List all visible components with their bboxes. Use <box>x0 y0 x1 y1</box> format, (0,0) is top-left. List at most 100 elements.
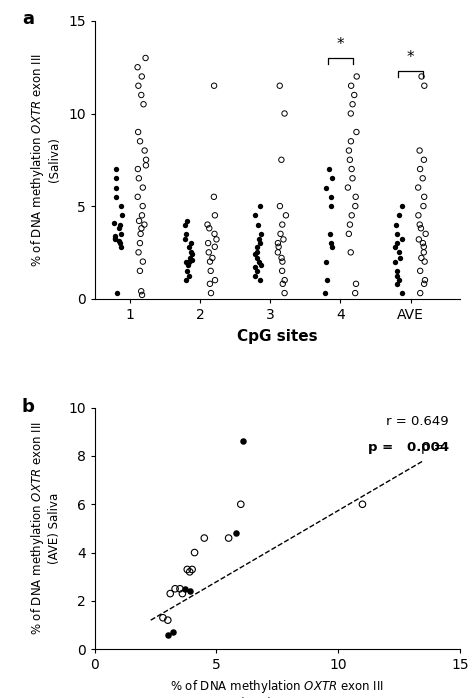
Point <box>255 219 262 230</box>
Point <box>137 89 145 101</box>
Point <box>326 228 333 239</box>
Point <box>205 223 213 234</box>
Point <box>256 200 264 211</box>
Point <box>134 126 142 138</box>
Point <box>188 248 195 260</box>
Point <box>279 219 286 230</box>
Point <box>112 172 119 184</box>
Point <box>325 163 333 174</box>
Point <box>135 215 143 226</box>
Point <box>277 228 284 239</box>
Point <box>181 234 189 245</box>
Text: b: b <box>22 398 35 416</box>
Point <box>419 172 427 184</box>
Point <box>111 232 119 243</box>
X-axis label: CpG sites: CpG sites <box>237 329 318 343</box>
Point <box>188 564 196 575</box>
Point <box>349 172 356 184</box>
X-axis label: % of DNA methylation $OXTR$ exon III
(AVE) PBMCs: % of DNA methylation $OXTR$ exon III (AV… <box>170 678 384 698</box>
Point <box>186 586 193 597</box>
Point <box>184 260 192 271</box>
Point <box>182 228 190 239</box>
Point <box>141 145 148 156</box>
Point <box>421 256 428 267</box>
Point <box>134 191 141 202</box>
Point <box>239 436 247 447</box>
Y-axis label: % of DNA methylation $OXTR$ exon III
(Saliva): % of DNA methylation $OXTR$ exon III (Sa… <box>29 53 61 267</box>
Point <box>111 230 118 242</box>
Point <box>136 237 144 248</box>
Point <box>115 236 122 247</box>
Text: p =  0.004: p = 0.004 <box>368 441 449 454</box>
Point <box>416 265 424 276</box>
Point <box>111 234 119 245</box>
Point <box>176 584 184 595</box>
Point <box>415 209 422 221</box>
Point <box>186 252 194 263</box>
Point <box>135 172 143 184</box>
Point <box>206 256 214 267</box>
Text: a: a <box>22 10 34 28</box>
Point <box>257 260 265 271</box>
Point <box>278 154 285 165</box>
Point <box>213 234 220 245</box>
Point <box>323 274 331 285</box>
Point <box>183 215 191 226</box>
Point <box>211 228 219 239</box>
Point <box>188 237 195 248</box>
Point <box>138 71 146 82</box>
Point <box>210 80 218 91</box>
Point <box>182 274 190 285</box>
Point <box>392 256 399 267</box>
Point <box>347 108 355 119</box>
Point <box>205 247 212 258</box>
Point <box>117 200 124 211</box>
Point <box>182 256 190 267</box>
Point <box>169 627 176 638</box>
Point <box>395 274 402 285</box>
Point <box>159 612 167 623</box>
Point <box>142 154 150 165</box>
Point <box>135 247 142 258</box>
Point <box>201 533 208 544</box>
Text: *: * <box>337 38 344 52</box>
Point <box>181 584 189 595</box>
Point <box>279 279 287 290</box>
Point <box>419 200 427 211</box>
Point <box>346 154 354 165</box>
Point <box>171 584 179 595</box>
Point <box>276 200 284 211</box>
Point <box>141 219 148 230</box>
Point <box>164 629 172 640</box>
Point <box>134 61 141 73</box>
Point <box>420 247 428 258</box>
Point <box>418 71 425 82</box>
Point <box>347 247 355 258</box>
Point <box>232 528 240 539</box>
Point <box>113 288 121 299</box>
Point <box>225 533 232 544</box>
Point <box>207 265 215 276</box>
Point <box>207 288 215 299</box>
Point <box>416 219 423 230</box>
Point <box>183 265 191 276</box>
Point <box>349 98 356 110</box>
Point <box>140 98 147 110</box>
Point <box>253 242 261 253</box>
Point <box>420 154 428 165</box>
Point <box>253 252 261 263</box>
Point <box>328 200 335 211</box>
Point <box>353 71 361 82</box>
Point <box>396 252 403 263</box>
Point <box>420 279 428 290</box>
Point <box>237 498 245 510</box>
Point <box>281 108 288 119</box>
Point <box>275 242 283 253</box>
Point <box>422 228 429 239</box>
Point <box>186 566 193 577</box>
Point <box>139 200 146 211</box>
Point <box>393 265 401 276</box>
Point <box>183 564 191 575</box>
Point <box>328 242 336 253</box>
Y-axis label: % of DNA methylation $OXTR$ exon III
(AVE) Saliva: % of DNA methylation $OXTR$ exon III (AV… <box>29 422 61 635</box>
